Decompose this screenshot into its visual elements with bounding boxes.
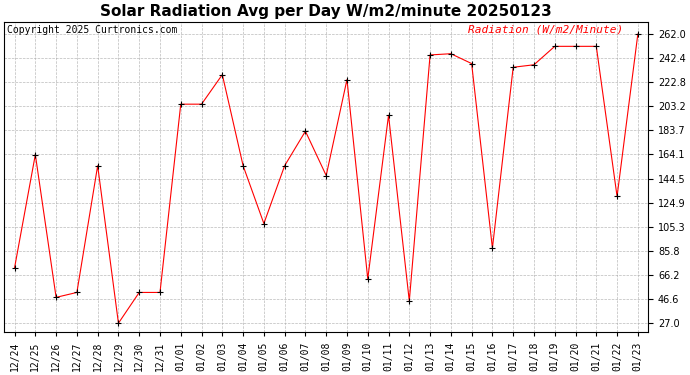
Title: Solar Radiation Avg per Day W/m2/minute 20250123: Solar Radiation Avg per Day W/m2/minute … — [100, 4, 552, 19]
Text: Copyright 2025 Curtronics.com: Copyright 2025 Curtronics.com — [8, 25, 178, 35]
Text: Radiation (W/m2/Minute): Radiation (W/m2/Minute) — [468, 25, 623, 35]
